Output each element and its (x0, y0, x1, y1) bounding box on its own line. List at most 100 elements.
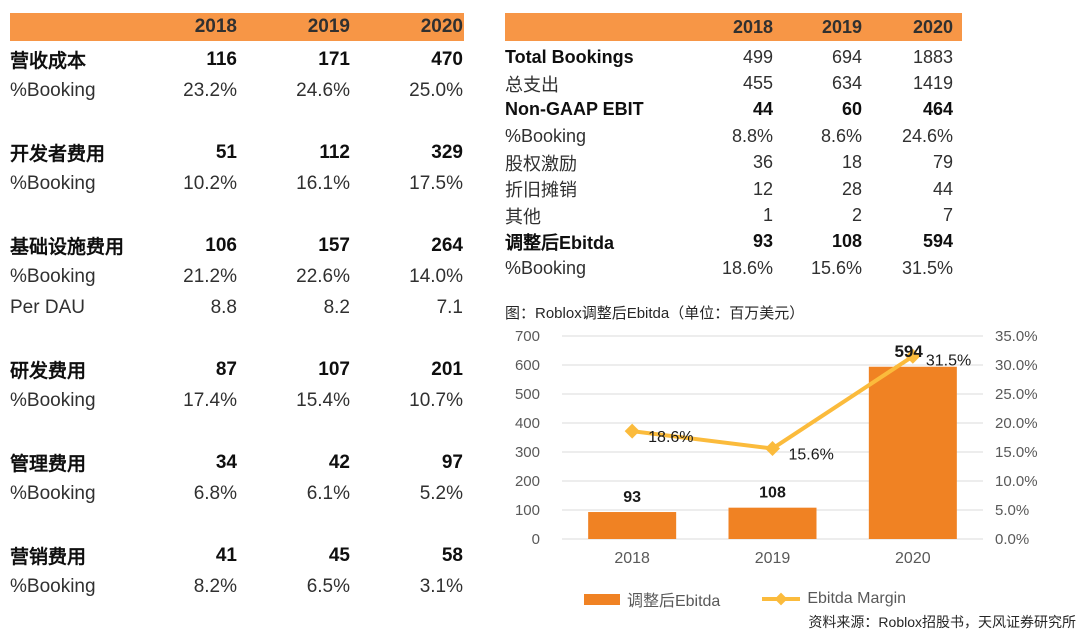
cell-value: 594 (922, 231, 953, 252)
table-row: %Booking 21.2% 22.6% 14.0% (10, 261, 464, 292)
bookings-ebitda-table: 2018 2019 2020 Total Bookings 499 694 1883 总… (505, 13, 962, 282)
cell-value: 6.8% (193, 482, 237, 504)
cell-value: 10.7% (409, 389, 463, 411)
table-group: 开发者费用 51 112 329 %Booking 10.2% 16.1% 17.5% (10, 137, 464, 199)
cell-value: 15.6% (810, 257, 862, 278)
year-column-header: 2018 (194, 16, 237, 37)
table-group: 管理费用 34 42 97 %Booking 6.8% 6.1% 5.2% (10, 447, 464, 509)
row-label: %Booking (10, 79, 96, 101)
chart-legend: 调整后Ebitda Ebitda Margin (505, 587, 985, 611)
table-row: 调整后Ebitda 93 108 594 (505, 229, 962, 255)
row-label: 基础设施费用 (10, 237, 125, 258)
cell-value: 23.2% (183, 79, 237, 101)
cell-value: 5.2% (419, 482, 463, 504)
table-group: 基础设施费用 106 157 264 %Booking 21.2% 22.6% 14.0% Pe… (10, 230, 464, 323)
row-label: 其他 (505, 206, 541, 227)
table-row: %Booking 6.8% 6.1% 5.2% (10, 478, 464, 509)
cell-value: 36 (752, 152, 773, 173)
table-group: 营销费用 41 45 58 %Booking 8.2% 6.5% 3.1% (10, 540, 464, 602)
cell-value: 107 (318, 358, 350, 380)
cell-value: 6.1% (306, 482, 350, 504)
row-label: Per DAU (10, 296, 85, 318)
cell-value: 24.6% (296, 79, 350, 101)
right-table-body: Total Bookings 499 694 1883 总支出 455 634 1419 Non… (505, 44, 962, 282)
x-axis-label: 2019 (755, 550, 791, 565)
right-axis-tick: 25.0% (995, 386, 1038, 403)
cell-value: 3.1% (419, 575, 463, 597)
cell-value: 329 (431, 141, 463, 163)
cell-value: 157 (318, 234, 350, 256)
cell-value: 106 (205, 234, 237, 256)
table-row: 折旧摊销 12 28 44 (505, 176, 962, 202)
row-label: 营收成本 (10, 51, 87, 72)
cell-value: 108 (831, 231, 862, 252)
table-row: 其他 1 2 7 (505, 202, 962, 228)
cell-value: 15.4% (296, 389, 350, 411)
cell-value: 8.2 (323, 296, 350, 318)
table-row: 管理费用 34 42 97 (10, 447, 464, 478)
cell-value: 7.1 (436, 296, 463, 318)
cell-value: 8.8% (731, 125, 773, 146)
table-row: 基础设施费用 106 157 264 (10, 230, 464, 261)
cell-value: 24.6% (901, 125, 953, 146)
legend-item: 调整后Ebitda (583, 587, 721, 611)
cell-value: 60 (841, 99, 862, 120)
cell-value: 2 (851, 205, 862, 226)
cell-value: 18 (841, 152, 862, 173)
table-row: %Booking 17.4% 15.4% 10.7% (10, 385, 464, 416)
right-table-header: 2018 2019 2020 (505, 13, 962, 41)
legend-item: Ebitda Margin (762, 590, 906, 608)
left-table-header: 2018 2019 2020 (10, 13, 464, 41)
row-label: %Booking (10, 575, 96, 597)
row-label: %Booking (505, 125, 587, 146)
right-axis-tick: 30.0% (995, 357, 1038, 374)
cell-value: 201 (431, 358, 463, 380)
row-label: 营销费用 (10, 547, 87, 568)
year-column-header: 2018 (732, 16, 773, 37)
cell-value: 22.6% (296, 265, 350, 287)
row-label: 研发费用 (10, 361, 87, 382)
cell-value: 45 (328, 544, 350, 566)
cell-value: 6.5% (306, 575, 350, 597)
row-label: 调整后Ebitda (505, 232, 615, 253)
left-axis-tick: 100 (515, 502, 540, 519)
row-label: 总支出 (505, 74, 559, 95)
cell-value: 25.0% (409, 79, 463, 101)
cell-value: 694 (831, 46, 862, 67)
cell-value: 42 (328, 451, 350, 473)
left-axis-tick: 400 (515, 415, 540, 432)
table-row: 营销费用 41 45 58 (10, 540, 464, 571)
row-label: 开发者费用 (10, 144, 106, 165)
cell-value: 44 (932, 178, 953, 199)
x-axis-label: 2018 (614, 550, 650, 565)
row-label: %Booking (10, 389, 96, 411)
table-group: 营收成本 116 171 470 %Booking 23.2% 24.6% 25.0% (10, 44, 464, 106)
ebitda-combo-chart: 700 600 500 400 300 200 100 0 35.0% 30.0% 25.0% 20.… (515, 330, 1038, 565)
cell-value: 1883 (912, 46, 953, 67)
cell-value: 44 (752, 99, 773, 120)
legend-bar-swatch (583, 593, 620, 605)
right-axis-tick: 5.0% (995, 502, 1029, 519)
cell-value: 51 (215, 141, 237, 163)
cell-value: 499 (742, 46, 773, 67)
cell-value: 464 (922, 99, 953, 120)
cell-value: 8.6% (820, 125, 862, 146)
year-column-header: 2019 (821, 16, 862, 37)
left-axis-tick: 300 (515, 444, 540, 461)
cell-value: 17.5% (409, 172, 463, 194)
table-row: %Booking 23.2% 24.6% 25.0% (10, 75, 464, 106)
cell-value: 470 (431, 48, 463, 70)
legend-line-swatch (762, 592, 801, 606)
row-label: Total Bookings (505, 46, 634, 67)
cell-value: 34 (215, 451, 237, 473)
year-column-header: 2020 (420, 16, 463, 37)
cell-value: 79 (932, 152, 953, 173)
cell-value: 97 (441, 451, 463, 473)
table-row: Per DAU 8.8 8.2 7.1 (10, 292, 464, 323)
cost-breakdown-table: 2018 2019 2020 营收成本 116 171 470 %Booking 23.2… (10, 13, 464, 633)
cell-value: 16.1% (296, 172, 350, 194)
diamond-marker (905, 348, 921, 364)
bar (588, 512, 677, 539)
legend-label: 调整后Ebitda (626, 593, 721, 610)
